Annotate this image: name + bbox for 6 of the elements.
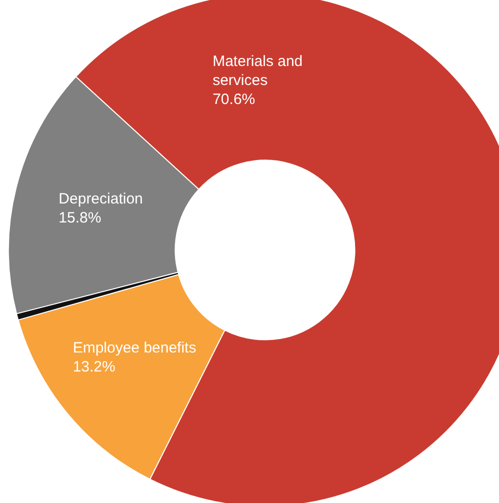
data-label: 15.8%: [58, 210, 102, 227]
data-label: 13.2%: [72, 358, 116, 376]
slice-label: Materials and services: [212, 53, 303, 90]
data-label: 70.6%: [212, 91, 256, 108]
slice-label: Depreciation: [58, 190, 143, 208]
slice-label: Employee benefits: [72, 340, 196, 357]
